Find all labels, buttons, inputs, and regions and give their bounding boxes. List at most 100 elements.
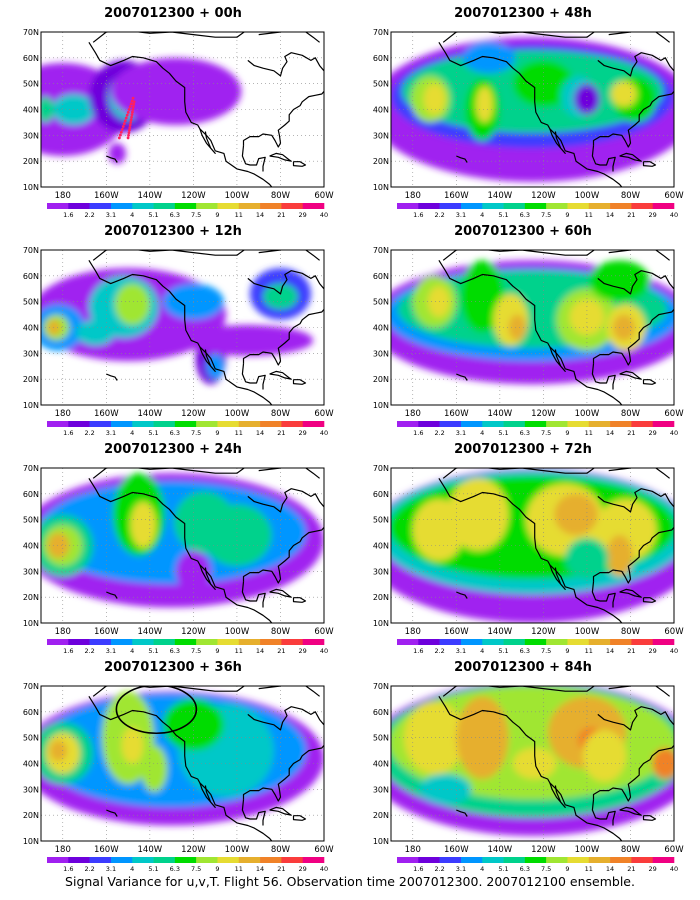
colorbar-swatch xyxy=(174,421,197,427)
x-tick-label: 140W xyxy=(138,191,163,201)
y-tick-label: 50N xyxy=(23,298,39,307)
map-frame xyxy=(40,467,325,624)
x-tick-label: 180 xyxy=(55,845,71,855)
colorbar-swatch xyxy=(631,639,653,645)
y-tick-label: 60N xyxy=(23,272,39,281)
x-tick-label: 160W xyxy=(444,627,469,637)
map-panel: 2007012300 + 12h 10N 20N 30N 40N 50N 60N 70N 180… xyxy=(8,224,338,442)
x-tick-label: 120W xyxy=(531,191,556,201)
colorbar-label: 9 xyxy=(215,647,219,655)
colorbar-label: 7.5 xyxy=(191,647,201,655)
colorbar-label: 1.6 xyxy=(413,211,423,219)
y-tick-label: 20N xyxy=(23,375,39,384)
variance-contour xyxy=(554,493,598,536)
colorbar-label: 40 xyxy=(320,429,328,437)
y-tick-label: 30N xyxy=(373,567,389,576)
y-tick-label: 40N xyxy=(373,106,389,115)
colorbar-label: 1.6 xyxy=(413,647,423,655)
variance-contour xyxy=(121,727,144,764)
variance-contour xyxy=(141,745,168,792)
x-tick-label: 180 xyxy=(55,627,71,637)
colorbar-label: 14 xyxy=(256,865,264,873)
y-tick-label: 40N xyxy=(373,760,389,769)
colorbar-label: 21 xyxy=(277,865,285,873)
colorbar-swatch xyxy=(89,203,112,209)
map-panel: 2007012300 + 84h 10N 20N 30N 40N 50N 60N 70N 180… xyxy=(358,660,688,878)
coastline xyxy=(438,468,674,623)
variance-map: 10N 20N 30N 40N 50N 60N 70N 180 160W 140W 120W 100W… xyxy=(373,682,684,873)
colorbar-swatch xyxy=(281,203,303,209)
colorbar-label: 2.2 xyxy=(84,647,94,655)
colorbar-label: 4 xyxy=(480,647,484,655)
colorbar-swatch xyxy=(110,857,133,863)
variance-contour xyxy=(47,319,61,336)
map-panel: 2007012300 + 48h 10N 20N 30N 40N 50N 60N 70N 180… xyxy=(358,6,688,224)
y-tick-label: 20N xyxy=(23,811,39,820)
y-tick-label: 30N xyxy=(373,785,389,794)
colorbar-swatch xyxy=(418,857,440,863)
x-tick-label: 160W xyxy=(444,409,469,419)
y-tick-label: 50N xyxy=(23,734,39,743)
x-tick-label: 60W xyxy=(314,627,334,637)
colorbar-swatch xyxy=(174,639,197,645)
colorbar-label: 5.1 xyxy=(148,211,158,219)
x-tick-label: 100W xyxy=(225,191,250,201)
y-tick-label: 20N xyxy=(23,157,39,166)
y-tick-label: 30N xyxy=(373,349,389,358)
variance-contour xyxy=(569,299,605,336)
y-tick-label: 50N xyxy=(373,298,389,307)
colorbar-swatch xyxy=(652,639,675,645)
x-tick-label: 180 xyxy=(405,845,421,855)
colorbar-swatch xyxy=(524,421,547,427)
colorbar-swatch xyxy=(397,639,419,645)
variance-contour xyxy=(589,260,651,302)
colorbar-swatch xyxy=(217,857,240,863)
y-tick-label: 10N xyxy=(23,401,39,410)
colorbar-swatch xyxy=(460,421,483,427)
colorbar-label: 3.1 xyxy=(106,865,116,873)
variance-contour xyxy=(110,57,242,126)
colorbar-swatch xyxy=(418,203,440,209)
map-panel: 2007012300 + 36h 10N 20N 30N 40N 50N 60N 70N 180… xyxy=(8,660,338,878)
colorbar-label: 4 xyxy=(130,211,134,219)
colorbar-swatch xyxy=(588,639,611,645)
y-tick-label: 60N xyxy=(373,54,389,63)
x-tick-label: 120W xyxy=(181,627,206,637)
colorbar-label: 40 xyxy=(670,429,678,437)
colorbar-label: 11 xyxy=(235,647,243,655)
y-tick-label: 40N xyxy=(23,760,39,769)
y-tick-label: 30N xyxy=(23,131,39,140)
variance-contour xyxy=(610,81,637,107)
colorbar-swatch xyxy=(482,421,504,427)
colorbar-swatch xyxy=(238,421,261,427)
variance-contour xyxy=(565,537,609,580)
colorbar-swatch xyxy=(503,203,526,209)
y-tick-label: 10N xyxy=(373,401,389,410)
colorbar-swatch xyxy=(397,421,419,427)
panel-title: 2007012300 + 48h xyxy=(454,6,592,21)
colorbar-swatch xyxy=(610,203,632,209)
x-tick-label: 160W xyxy=(444,845,469,855)
x-tick-label: 60W xyxy=(664,627,684,637)
colorbar-swatch xyxy=(567,203,590,209)
x-tick-label: 140W xyxy=(138,627,163,637)
colorbar-label: 14 xyxy=(606,429,614,437)
colorbar-swatch xyxy=(439,857,462,863)
colorbar-swatch xyxy=(110,639,133,645)
colorbar-label: 2.2 xyxy=(434,865,444,873)
x-tick-label: 180 xyxy=(405,191,421,201)
colorbar-label: 6.3 xyxy=(170,429,180,437)
colorbar-swatch xyxy=(281,857,303,863)
y-tick-label: 70N xyxy=(23,28,39,37)
colorbar: 1.6 2.2 3.1 4 5.1 6.3 7.5 9 11 14 21 29 40 xyxy=(397,857,678,873)
colorbar-label: 4 xyxy=(480,429,484,437)
colorbar-label: 40 xyxy=(320,865,328,873)
variance-contour xyxy=(573,83,600,115)
x-tick-label: 100W xyxy=(225,409,250,419)
variance-map: 10N 20N 30N 40N 50N 60N 70N 180 160W 140W 120W 100W… xyxy=(373,464,684,655)
coastline xyxy=(438,686,674,841)
colorbar-label: 7.5 xyxy=(191,211,201,219)
y-tick-label: 30N xyxy=(23,349,39,358)
colorbar-label: 14 xyxy=(256,647,264,655)
map-frame xyxy=(390,685,675,842)
